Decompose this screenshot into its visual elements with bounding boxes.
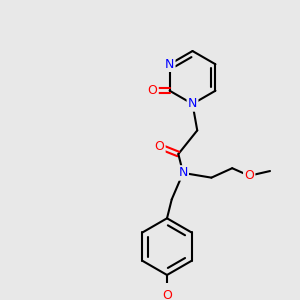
Text: N: N <box>165 58 174 71</box>
Text: O: O <box>154 140 164 153</box>
Text: N: N <box>178 167 188 179</box>
Text: O: O <box>244 169 254 182</box>
Text: N: N <box>188 98 197 110</box>
Text: O: O <box>148 84 158 97</box>
Text: O: O <box>162 289 172 300</box>
